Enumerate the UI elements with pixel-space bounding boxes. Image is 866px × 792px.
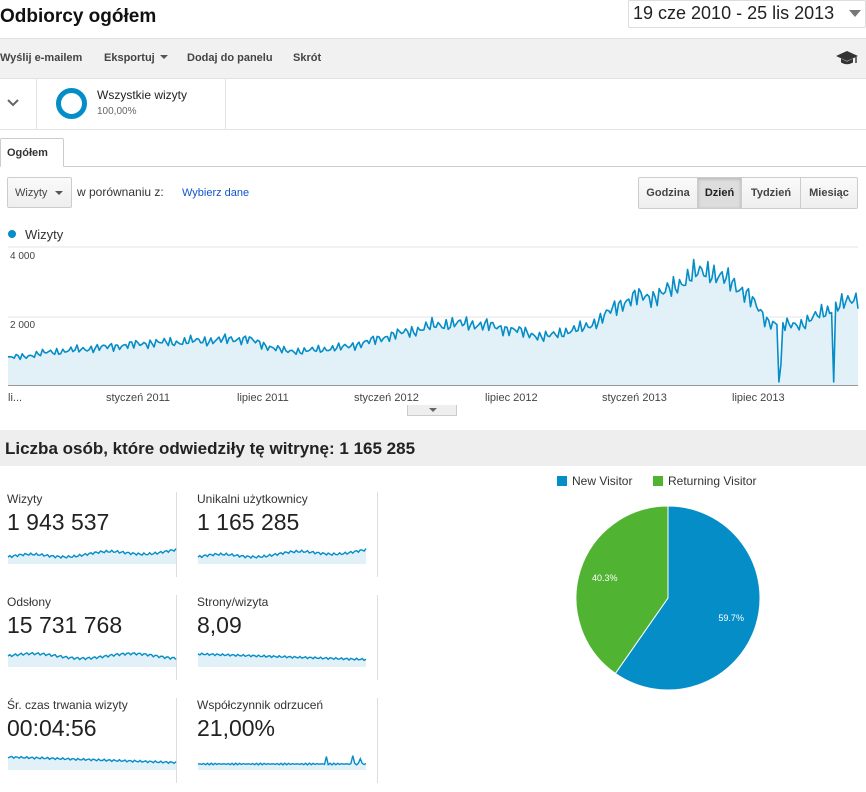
series-legend-dot	[8, 230, 16, 238]
sparkline-line	[7, 651, 177, 661]
x-tick-label: lipiec 2013	[732, 392, 785, 404]
email-button[interactable]: Wyślij e-mailem	[0, 52, 83, 64]
visitor-type-pie-chart[interactable]: 59.7% 40.3%	[570, 500, 766, 696]
segment-percent: 100,00%	[97, 106, 137, 117]
sparkline-line	[197, 755, 367, 766]
pie-slice-returning-visitor[interactable]	[575, 505, 669, 675]
page-title: Odbiorcy ogółem	[0, 6, 157, 27]
segment-bar: Wszystkie wizyty 100,00%	[0, 79, 866, 130]
chevron-down-icon	[849, 10, 861, 17]
segment-name: Wszystkie wizyty	[97, 88, 187, 102]
sparkline	[197, 548, 367, 564]
tab-divider	[0, 166, 866, 167]
caret-down-icon	[159, 55, 168, 59]
granularity-week[interactable]: Tydzień	[741, 177, 801, 209]
metric-value: 15 731 768	[7, 612, 123, 638]
x-tick-label: li...	[8, 392, 22, 404]
add-to-dashboard-button[interactable]: Dodaj do panelu	[187, 52, 273, 64]
sparkline-area	[198, 755, 366, 770]
sparkline	[7, 755, 177, 770]
segment-ring-icon	[56, 88, 87, 119]
sparkline-line	[197, 548, 367, 559]
metric-value: 1 943 537	[7, 509, 110, 535]
metric-bounce-rate[interactable]: Współczynnik odrzuceń 21,00%	[190, 698, 378, 783]
pie-slice-label: 59.7%	[718, 613, 744, 623]
chevron-down-icon	[7, 99, 19, 107]
date-range-text: 19 cze 2010 - 25 lis 2013	[633, 3, 835, 23]
metric-select[interactable]: Wizyty	[7, 177, 72, 208]
series-legend-label[interactable]: Wizyty	[25, 227, 64, 242]
metric-label: Strony/wizyta	[197, 595, 269, 609]
metric-avg-visit-duration[interactable]: Śr. czas trwania wizyty 00:04:56	[0, 698, 177, 783]
sparkline	[7, 651, 177, 667]
graduation-cap-icon[interactable]	[836, 49, 858, 67]
summary-text: Liczba osób, które odwiedziły tę witrynę…	[5, 439, 416, 458]
metric-select-value: Wizyty	[15, 187, 48, 199]
compare-label: w porównaniu z:	[77, 185, 164, 199]
metric-value: 8,09	[197, 612, 242, 638]
metric-label: Unikalni użytkownicy	[197, 492, 308, 506]
chart-resize-handle[interactable]	[407, 405, 457, 416]
report-toolbar: Wyślij e-mailem Eksportuj Dodaj do panel…	[0, 38, 866, 79]
choose-data-link[interactable]: Wybierz dane	[182, 187, 250, 199]
pie-legend-new-visitor[interactable]: New Visitor	[557, 474, 632, 488]
export-button[interactable]: Eksportuj	[104, 52, 168, 64]
caret-down-icon	[429, 408, 437, 412]
metric-unique-users[interactable]: Unikalni użytkownicy 1 165 285	[190, 492, 378, 577]
tab-overview[interactable]: Ogółem	[0, 138, 64, 167]
sparkline	[7, 548, 177, 564]
metric-label: Współczynnik odrzuceń	[197, 698, 324, 712]
sparkline-area	[198, 548, 366, 564]
legend-label: New Visitor	[572, 474, 633, 488]
legend-swatch	[557, 476, 567, 486]
shortcut-button[interactable]: Skrót	[293, 52, 322, 64]
sparkline-line	[197, 652, 367, 662]
x-tick-label: styczeń 2012	[354, 392, 419, 404]
sparkline-area	[8, 548, 176, 564]
metric-pages-per-visit[interactable]: Strony/wizyta 8,09	[190, 595, 378, 680]
pie-legend-returning-visitor[interactable]: Returning Visitor	[653, 474, 757, 488]
summary-bar: Liczba osób, które odwiedziły tę witrynę…	[0, 430, 866, 466]
pie-slice-new-visitor[interactable]	[614, 505, 761, 691]
metric-pageviews[interactable]: Odsłony 15 731 768	[0, 595, 177, 680]
sparkline-area	[8, 652, 176, 667]
segment-toggle[interactable]	[0, 79, 37, 130]
granularity-month[interactable]: Miesiąc	[800, 177, 858, 209]
granularity-hour[interactable]: Godzina	[638, 177, 698, 209]
metric-visits[interactable]: Wizyty 1 943 537	[0, 492, 177, 577]
y-tick-label: 2 000	[10, 320, 35, 331]
sparkline	[197, 652, 367, 667]
export-label: Eksportuj	[104, 52, 155, 64]
metric-label: Śr. czas trwania wizyty	[7, 698, 128, 712]
visits-line	[7, 258, 859, 383]
sparkline-line	[7, 755, 177, 765]
visits-over-time-chart[interactable]: 4 000 2 000 li... styczeń 2011 lipiec 2011…	[0, 245, 866, 407]
metric-value: 00:04:56	[7, 715, 97, 741]
segment-all-visits[interactable]: Wszystkie wizyty 100,00%	[37, 79, 226, 130]
x-tick-label: styczeń 2011	[106, 392, 170, 404]
caret-down-icon	[55, 191, 63, 195]
date-range-picker[interactable]: 19 cze 2010 - 25 lis 2013	[628, 0, 866, 28]
x-tick-label: lipiec 2011	[237, 392, 289, 404]
metric-label: Wizyty	[7, 492, 43, 506]
sparkline-line	[7, 548, 177, 559]
metric-label: Odsłony	[7, 595, 52, 609]
metric-value: 1 165 285	[197, 509, 300, 535]
x-tick-label: lipiec 2012	[485, 392, 538, 404]
sparkline	[197, 755, 367, 770]
y-tick-label: 4 000	[10, 251, 35, 262]
x-tick-label: styczeń 2013	[602, 392, 667, 404]
sparkline-area	[198, 653, 366, 667]
legend-swatch	[653, 476, 663, 486]
pie-slice-label: 40.3%	[592, 573, 618, 583]
metric-value: 21,00%	[197, 715, 276, 741]
legend-label: Returning Visitor	[668, 474, 757, 488]
granularity-day[interactable]: Dzień	[697, 177, 742, 209]
